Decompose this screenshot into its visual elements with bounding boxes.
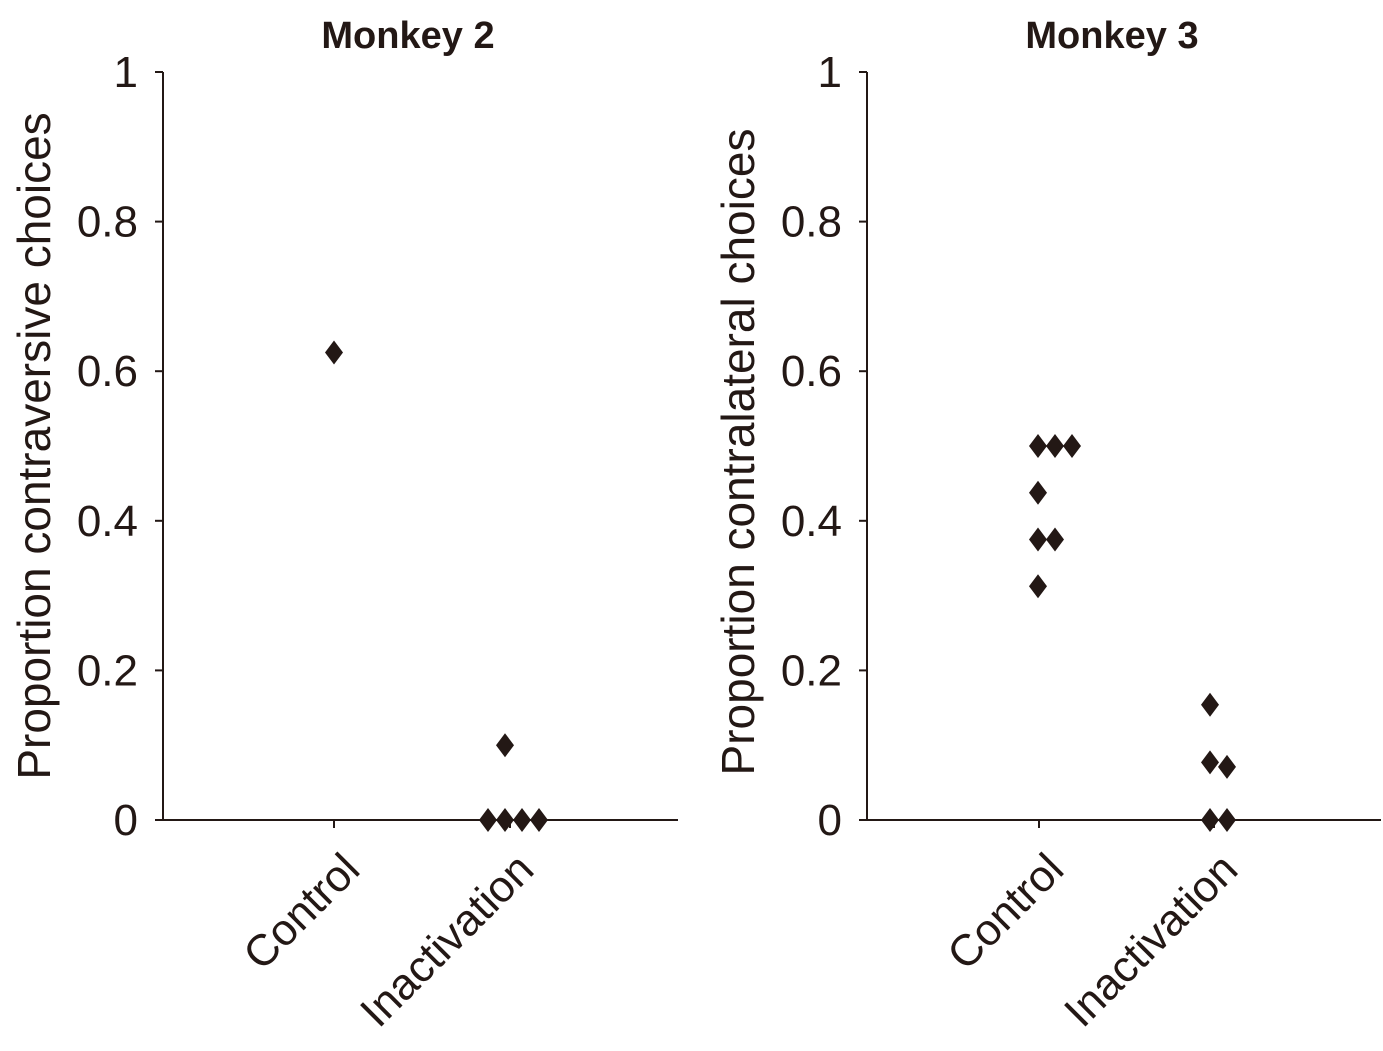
data-point — [1201, 750, 1219, 775]
y-tick-label: 0.2 — [77, 646, 138, 695]
data-point — [1029, 527, 1047, 552]
data-point — [325, 340, 343, 365]
x-category-label-control: Control — [234, 844, 369, 979]
x-category-label-inactivation: Inactivation — [1055, 844, 1247, 1036]
data-point — [496, 733, 514, 758]
data-point — [1029, 480, 1047, 505]
y-tick-label: 0 — [818, 796, 842, 845]
x-category-label-control: Control — [938, 844, 1073, 979]
y-ticks — [155, 71, 163, 821]
y-tick-label: 0 — [114, 796, 138, 845]
data-point — [1218, 754, 1236, 779]
data-point — [496, 808, 514, 832]
data-point — [479, 808, 497, 832]
data-point — [1218, 808, 1236, 832]
y-tick-label: 0.8 — [781, 198, 842, 247]
data-point — [1029, 434, 1047, 458]
y-tick-label: 0.2 — [781, 646, 842, 695]
y-axis-title: Proportion contraversive choices — [8, 112, 60, 779]
panel-monkey-2: Monkey 2 Proportion contraversive choice… — [8, 15, 678, 1036]
y-tick-label: 0.6 — [781, 347, 842, 396]
x-category-label-inactivation: Inactivation — [351, 844, 543, 1036]
data-point — [1046, 527, 1064, 552]
data-points — [1029, 434, 1236, 832]
panel-title: Monkey 3 — [1025, 15, 1198, 57]
y-tick-label: 0.4 — [77, 497, 138, 546]
y-axis-title: Proportion contralateral choices — [712, 129, 764, 776]
y-tick-label: 0.8 — [77, 198, 138, 247]
y-tick-labels: 0 0.2 0.4 0.6 0.8 1 — [781, 48, 842, 845]
y-tick-label: 0.4 — [781, 497, 842, 546]
data-point — [530, 808, 548, 832]
data-point — [513, 808, 531, 832]
y-tick-label: 1 — [818, 48, 842, 97]
panel-monkey-3: Monkey 3 Proportion contralateral choice… — [712, 15, 1381, 1036]
y-tick-label: 1 — [114, 48, 138, 97]
data-point — [1201, 692, 1219, 717]
data-point — [1063, 434, 1081, 458]
panel-title: Monkey 2 — [321, 15, 494, 57]
data-point — [1046, 434, 1064, 458]
data-point — [1201, 808, 1219, 832]
data-points — [325, 340, 548, 832]
y-tick-label: 0.6 — [77, 347, 138, 396]
data-point — [1029, 574, 1047, 599]
y-ticks — [859, 71, 867, 821]
y-tick-labels: 0 0.2 0.4 0.6 0.8 1 — [77, 48, 138, 845]
